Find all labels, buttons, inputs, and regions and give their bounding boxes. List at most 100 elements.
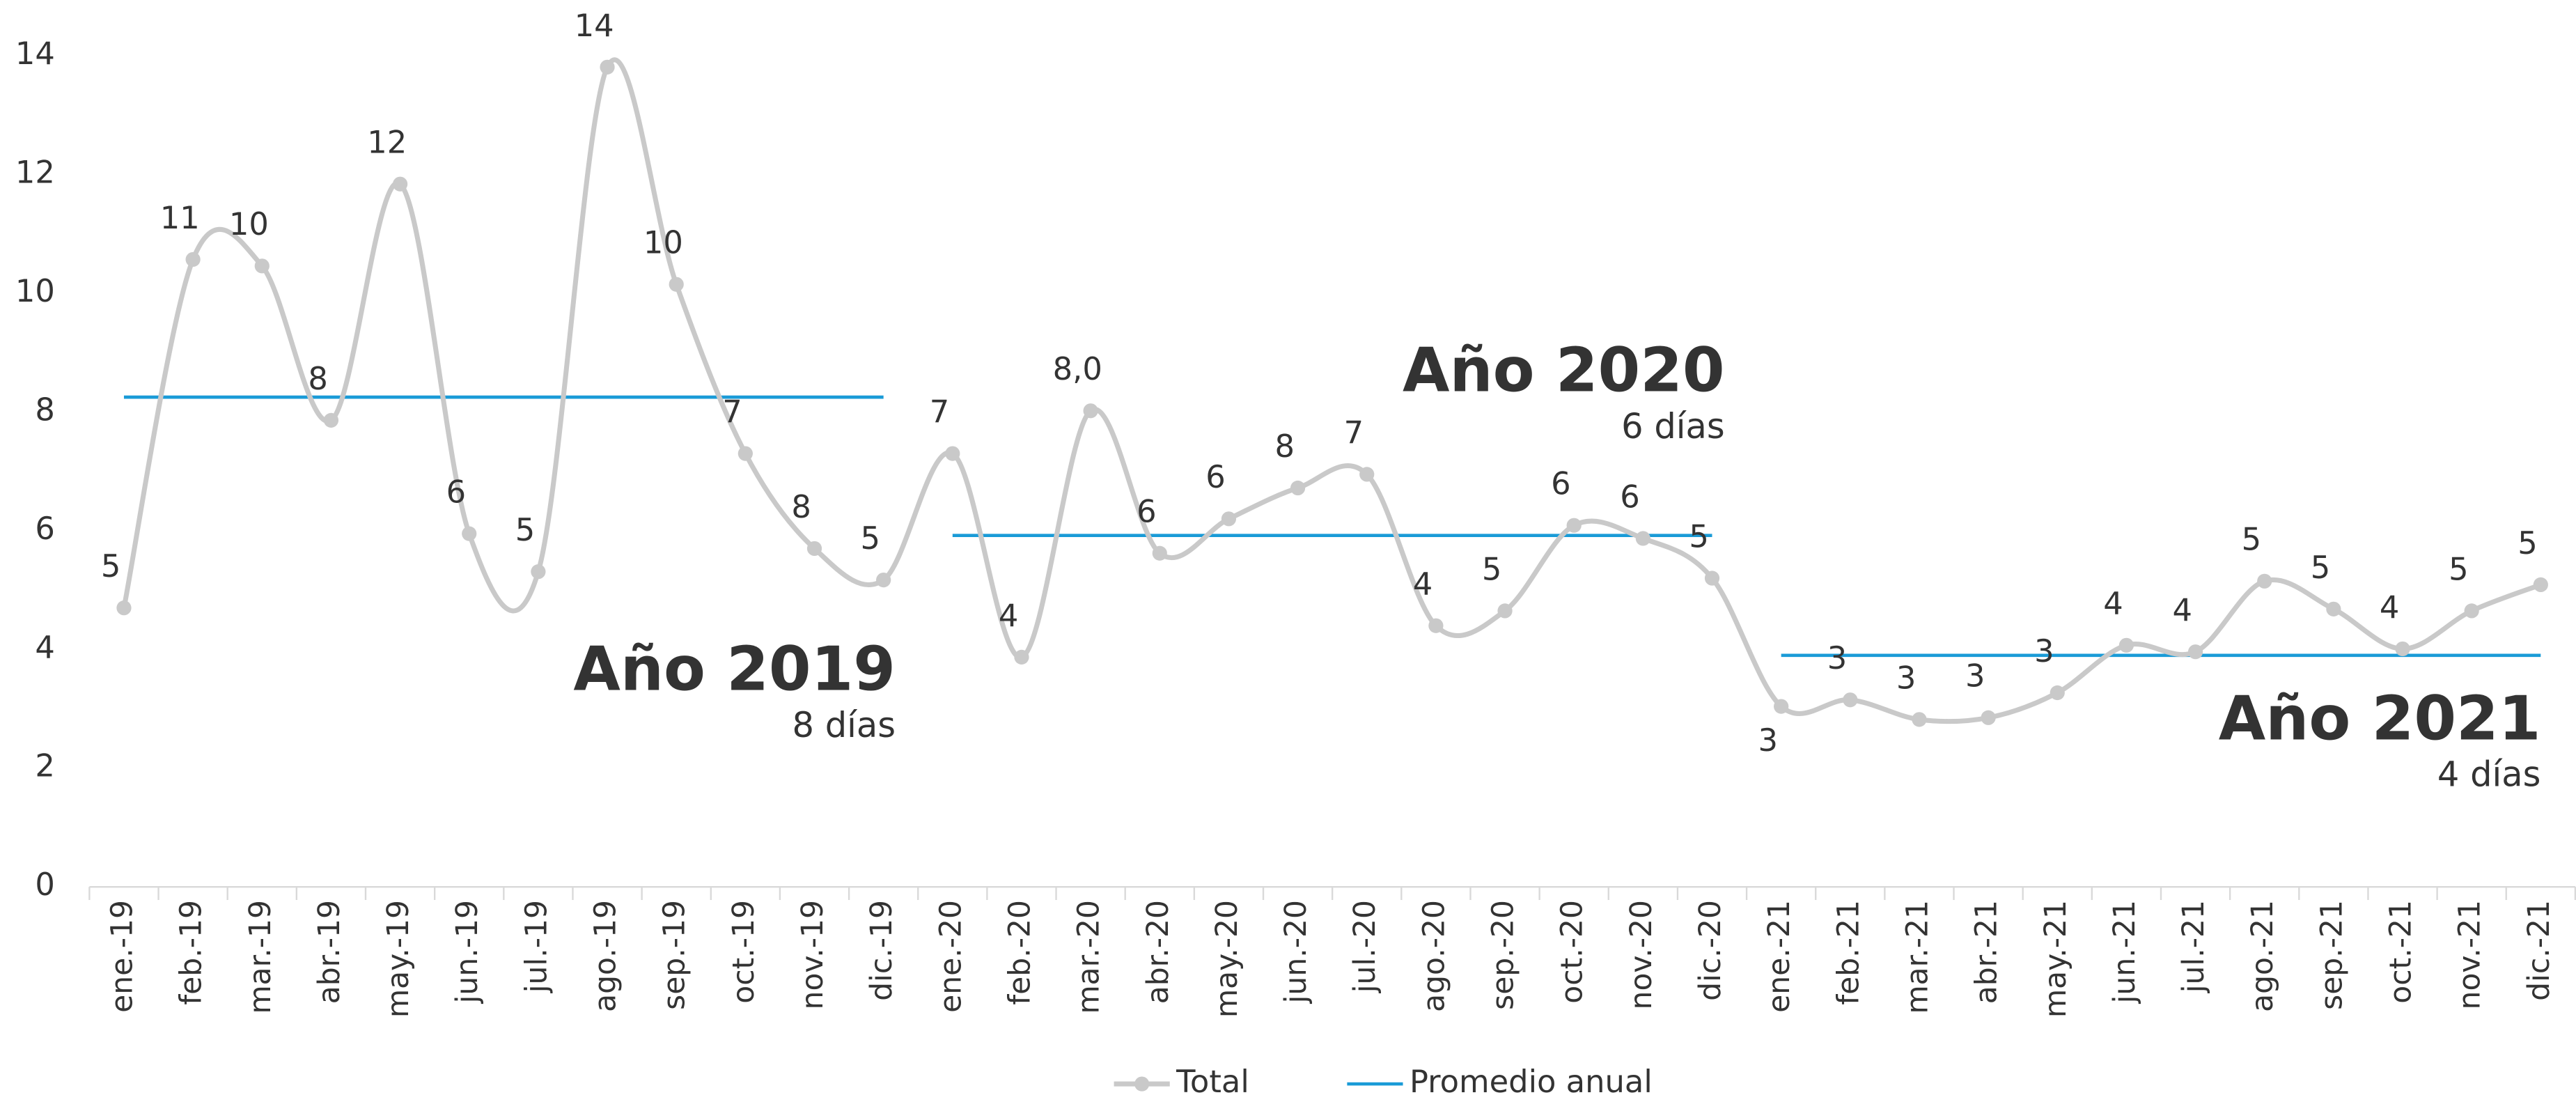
data-label: 3 (1965, 658, 1985, 694)
x-tick-label: ago.-20 (1417, 900, 1451, 1012)
x-tick-label: feb.-20 (1003, 900, 1037, 1005)
data-label: 5 (2242, 521, 2261, 558)
x-tick-label: mar.-19 (244, 900, 278, 1014)
y-tick-label: 14 (15, 35, 55, 72)
total-point (669, 277, 684, 292)
data-label: 10 (643, 224, 683, 261)
data-label: 3 (1896, 659, 1917, 696)
total-point (1912, 712, 1927, 727)
data-label: 8 (791, 488, 811, 525)
data-label: 8 (308, 360, 328, 397)
total-point (1014, 649, 1029, 665)
x-tick-label: mar.-21 (1900, 900, 1935, 1014)
data-label: 6 (1551, 465, 1571, 502)
total-point (2050, 685, 2065, 701)
data-label: 14 (575, 7, 614, 44)
total-point (876, 572, 891, 588)
data-label: 5 (1689, 518, 1709, 554)
x-tick-label: may.-19 (382, 900, 416, 1018)
y-tick-label: 12 (15, 154, 55, 191)
data-label: 6 (446, 474, 466, 511)
annotation-title: Año 2021 (2219, 683, 2541, 754)
total-point (1083, 403, 1098, 419)
data-label: 5 (1482, 550, 1502, 587)
data-label: 4 (2103, 585, 2123, 622)
data-label: 5 (2449, 550, 2469, 587)
legend-marker (1134, 1076, 1150, 1092)
legend-label: Total (1176, 1063, 1249, 1100)
total-point (737, 446, 753, 461)
total-point (1497, 603, 1513, 619)
x-tick-label: oct.-21 (2384, 900, 2419, 1004)
total-point (2533, 577, 2548, 593)
data-label: 7 (930, 394, 950, 430)
total-point (2395, 641, 2410, 657)
total-point (2464, 603, 2479, 619)
x-tick-label: abr.-21 (1970, 900, 2004, 1004)
data-label: 5 (2311, 549, 2330, 586)
total-point (2326, 601, 2341, 616)
x-tick-label: sep.-21 (2315, 900, 2349, 1010)
data-label: 4 (2380, 589, 2399, 626)
x-tick-label: ene.-20 (934, 900, 968, 1013)
x-tick-label: ene.-21 (1763, 900, 1797, 1013)
total-point (1428, 618, 1444, 633)
data-label: 3 (1758, 722, 1779, 759)
total-point (1774, 699, 1789, 714)
x-tick-label: nov.-19 (796, 900, 830, 1009)
annotation-subtitle: 6 días (1621, 406, 1725, 447)
total-point (1981, 710, 1996, 725)
total-point (1221, 511, 1237, 527)
data-label: 5 (2518, 525, 2538, 561)
annotation-title: Año 2020 (1403, 334, 1725, 405)
total-point (2118, 637, 2134, 653)
x-tick-label: jun.-19 (451, 900, 485, 1004)
x-tick-label: abr.-19 (313, 900, 347, 1004)
total-point (1290, 480, 1306, 496)
total-point (600, 59, 615, 75)
annotation-title: Año 2019 (573, 634, 896, 705)
x-tick-label: jun.-21 (2108, 900, 2142, 1004)
data-label: 4 (2172, 591, 2192, 628)
x-tick-label: ago.-19 (589, 900, 623, 1012)
data-label: 8 (1274, 428, 1295, 465)
total-point (945, 446, 960, 461)
data-label: 3 (1827, 639, 1848, 676)
x-tick-label: may.-20 (1210, 900, 1244, 1018)
total-point (323, 412, 339, 428)
annotation-subtitle: 8 días (792, 705, 896, 745)
x-tick-label: sep.-20 (1487, 900, 1521, 1010)
x-tick-label: oct.-20 (1556, 900, 1590, 1004)
data-label: 7 (722, 394, 742, 430)
data-label: 6 (1137, 493, 1157, 530)
data-label: 4 (999, 597, 1019, 634)
x-tick-label: jul.-19 (520, 900, 554, 993)
data-label: 8,0 (1053, 350, 1102, 387)
data-label: 3 (2034, 633, 2054, 669)
x-tick-label: jul.-20 (1348, 900, 1382, 993)
total-point (1152, 545, 1167, 561)
total-point (1359, 467, 1375, 482)
data-label: 6 (1205, 458, 1226, 495)
x-tick-label: oct.-19 (727, 900, 761, 1004)
total-point (1635, 531, 1650, 546)
x-tick-label: ago.-21 (2246, 900, 2280, 1012)
annotation-subtitle: 4 días (2437, 754, 2541, 795)
x-tick-label: dic.-19 (865, 900, 899, 1001)
y-tick-label: 6 (35, 510, 55, 547)
x-tick-label: ene.-19 (105, 900, 139, 1013)
total-point (462, 526, 477, 541)
total-point (1566, 518, 1582, 533)
x-tick-label: dic.-20 (1694, 900, 1728, 1001)
data-label: 4 (1413, 566, 1433, 603)
y-tick-label: 10 (15, 272, 55, 309)
data-label: 5 (861, 520, 881, 557)
x-tick-label: jun.-20 (1279, 900, 1313, 1004)
data-label: 11 (160, 199, 200, 236)
data-label: 5 (101, 548, 121, 584)
y-tick-label: 0 (35, 866, 55, 903)
x-tick-label: sep.-19 (658, 900, 692, 1010)
data-label: 5 (515, 511, 535, 548)
total-point (806, 541, 822, 557)
